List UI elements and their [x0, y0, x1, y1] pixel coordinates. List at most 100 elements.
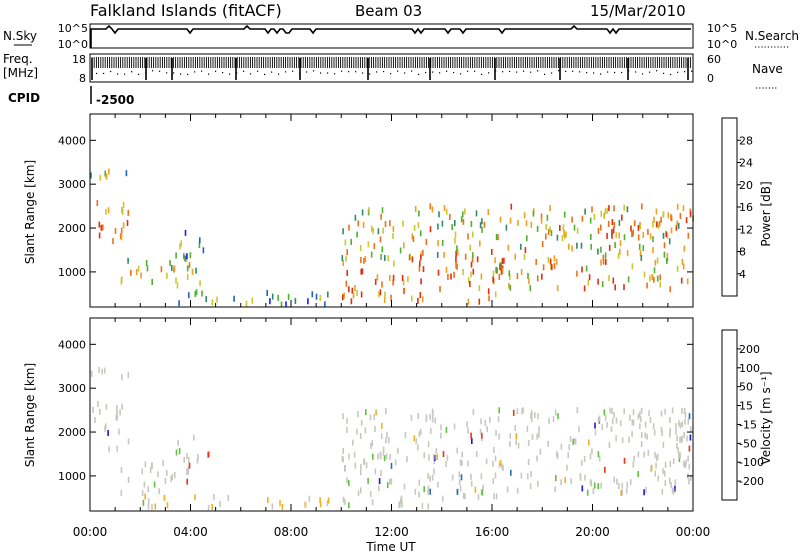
data-point [621, 214, 623, 221]
nave-dot [600, 73, 602, 75]
data-point [453, 271, 455, 278]
data-point [154, 503, 157, 510]
data-point [122, 222, 125, 229]
nave-dot [285, 71, 287, 73]
data-point [120, 489, 123, 496]
nave-dot [488, 72, 490, 74]
data-point [474, 486, 477, 493]
freq-label-line1: Freq. [3, 52, 33, 66]
data-point [401, 274, 404, 281]
data-point [266, 290, 268, 296]
data-point [146, 265, 149, 272]
data-point [367, 477, 369, 484]
data-point [516, 487, 519, 494]
data-point [107, 430, 109, 436]
data-point [114, 227, 117, 234]
data-point [305, 501, 307, 508]
data-point [506, 486, 509, 493]
nave-dot [656, 70, 658, 72]
data-point [369, 414, 372, 421]
data-point [451, 474, 454, 481]
data-point [375, 409, 377, 416]
data-point [144, 493, 146, 500]
cpid-panel: CPID -2500 [8, 86, 134, 107]
data-point [679, 436, 681, 443]
data-point [453, 423, 456, 430]
data-point [530, 413, 532, 419]
data-point [611, 229, 613, 236]
data-point [188, 292, 190, 299]
data-point [90, 172, 92, 179]
nave-dot [208, 73, 210, 75]
data-point [98, 221, 101, 228]
data-point [564, 477, 566, 483]
nave-dot [257, 70, 259, 72]
velocity-colorbar-label: Velocity [m s⁻¹] [759, 371, 773, 464]
data-point [662, 442, 665, 448]
data-point [632, 461, 635, 468]
data-point [384, 255, 386, 261]
nave-dot [649, 71, 651, 73]
colorbar-tick-label: 15 [739, 400, 753, 413]
nave-dot [607, 71, 609, 73]
data-point [187, 468, 189, 475]
data-point [382, 227, 384, 234]
data-point [120, 234, 123, 241]
data-point [605, 258, 607, 265]
data-point [642, 231, 645, 238]
nave-dot [642, 73, 644, 75]
data-point [539, 448, 542, 455]
data-point [451, 224, 453, 231]
data-point [505, 224, 508, 231]
data-point [637, 451, 640, 458]
data-point [623, 204, 625, 211]
data-point [554, 409, 557, 416]
data-point [196, 457, 199, 464]
data-point [186, 265, 189, 272]
data-point [650, 464, 653, 471]
data-point [137, 265, 140, 272]
data-point [122, 201, 125, 208]
data-point [442, 451, 445, 458]
data-point [620, 490, 622, 496]
data-point [472, 252, 474, 259]
data-point [526, 235, 528, 242]
data-point [378, 291, 380, 298]
data-point [319, 501, 322, 508]
nave-dot [369, 73, 371, 75]
data-point [445, 461, 447, 467]
data-point [602, 254, 605, 261]
data-point [690, 426, 692, 433]
data-point [604, 208, 607, 215]
data-point [429, 475, 431, 482]
data-point [604, 252, 607, 259]
data-point [663, 242, 666, 249]
data-point [456, 245, 458, 252]
data-point [374, 426, 376, 432]
data-point [417, 222, 420, 229]
data-point [410, 414, 413, 421]
data-point [281, 504, 284, 510]
data-point [640, 407, 643, 414]
data-point [108, 168, 110, 175]
data-point [509, 441, 511, 448]
data-point [354, 214, 357, 221]
data-point [105, 423, 107, 430]
data-point [687, 232, 690, 239]
data-point [615, 232, 617, 239]
nave-dot [586, 71, 588, 74]
nave-dot [320, 72, 322, 74]
data-point [126, 220, 129, 226]
data-point [598, 415, 601, 422]
data-point [157, 471, 159, 478]
data-point [116, 414, 118, 421]
data-point [670, 214, 672, 221]
data-point [517, 442, 520, 449]
nave-dot [180, 73, 182, 75]
x-tick-label: 04:00 [173, 525, 208, 539]
data-point [141, 468, 143, 475]
data-point [373, 243, 376, 250]
data-point [127, 257, 129, 264]
data-point [440, 424, 442, 431]
